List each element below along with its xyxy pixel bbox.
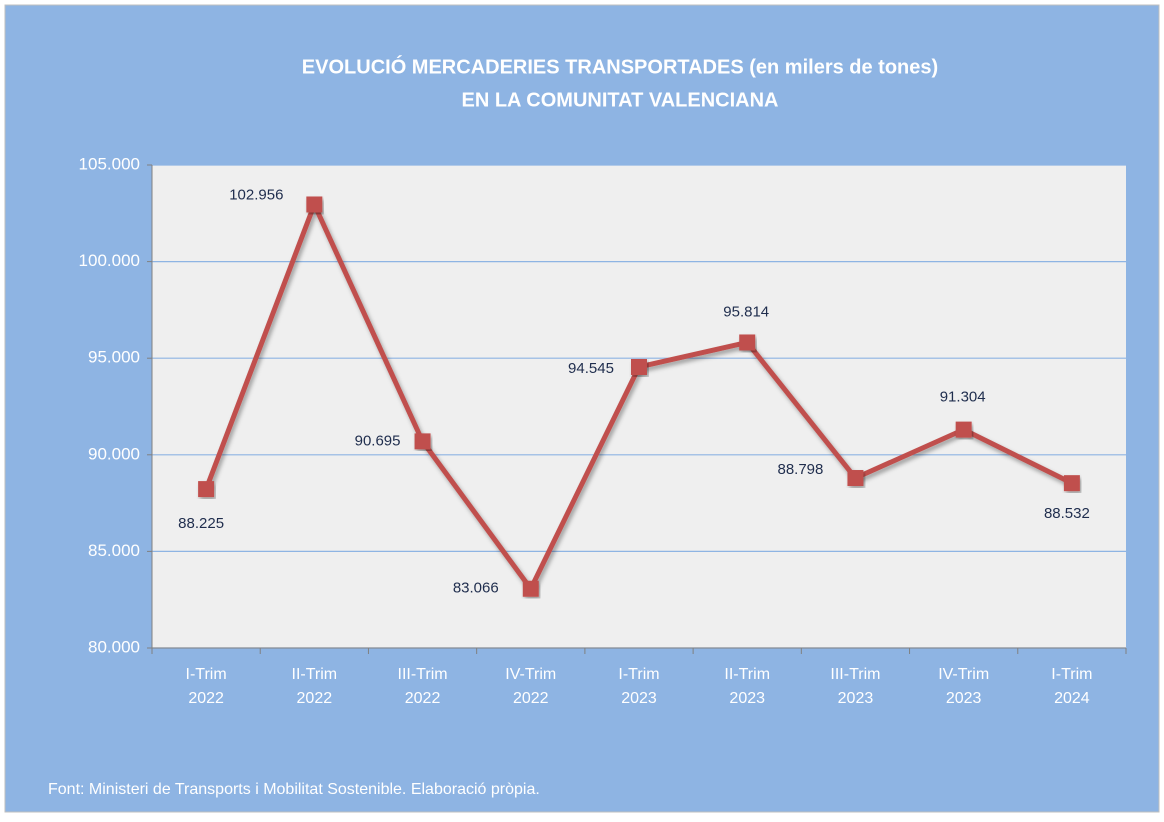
x-tick-label-line: 2022 (405, 690, 441, 707)
data-label: 88.798 (777, 461, 823, 478)
y-tick-label: 100.000 (79, 251, 140, 270)
x-tick-label-line: 2023 (729, 690, 765, 707)
x-tick-label-line: 2023 (838, 690, 874, 707)
x-tick-label: I-Trim 2023 (618, 666, 659, 707)
chart-title: EN LA COMUNITAT VALENCIANA (461, 89, 778, 111)
y-tick-label: 85.000 (88, 541, 140, 560)
y-tick-label: 90.000 (88, 444, 140, 463)
x-tick-label-line: 2024 (1054, 690, 1090, 707)
x-tick-label-line: IV-Trim (938, 666, 989, 683)
x-tick-label: IV-Trim 2023 (938, 666, 989, 707)
y-tick-label: 80.000 (88, 637, 140, 656)
source-note: Font: Ministeri de Transports i Mobilita… (48, 781, 540, 798)
marker (1063, 475, 1080, 492)
x-tick-label: I-Trim 2024 (1051, 666, 1092, 707)
marker (306, 196, 323, 213)
data-label: 90.695 (355, 432, 401, 449)
x-tick-label: III-Trim 2022 (398, 666, 448, 707)
plot-area (152, 165, 1126, 648)
x-tick-label-line: 2023 (621, 690, 657, 707)
chart-title: EVOLUCIÓ MERCADERIES TRANSPORTADES (en m… (302, 54, 938, 78)
data-label: 83.066 (453, 580, 499, 597)
marker (522, 580, 539, 597)
data-label: 102.956 (229, 186, 283, 203)
marker (955, 421, 972, 438)
x-tick-label-line: II-Trim (724, 666, 770, 683)
x-tick-label-line: 2022 (188, 690, 224, 707)
x-tick-label-line: II-Trim (292, 666, 338, 683)
x-tick-label-line: 2022 (513, 690, 549, 707)
x-tick-label-line: 2023 (946, 690, 982, 707)
x-tick-label-line: I-Trim (618, 666, 659, 683)
y-tick-label: 105.000 (79, 154, 140, 173)
x-tick-label: II-Trim 2023 (724, 666, 770, 707)
x-tick-label-line: IV-Trim (505, 666, 556, 683)
marker (847, 470, 864, 487)
x-tick-label: I-Trim 2022 (186, 666, 227, 707)
x-tick-label-line: III-Trim (398, 666, 448, 683)
data-label: 94.545 (568, 360, 614, 377)
x-tick-label: II-Trim 2022 (292, 666, 338, 707)
x-tick-label: III-Trim 2023 (830, 666, 880, 707)
y-tick-label: 95.000 (88, 348, 140, 367)
x-tick-label-line: 2022 (297, 690, 333, 707)
data-label: 95.814 (723, 303, 769, 320)
marker (631, 358, 647, 375)
marker (414, 433, 431, 450)
x-tick-label-line: I-Trim (1051, 666, 1092, 683)
x-tick-label-line: I-Trim (186, 666, 227, 683)
data-label: 88.225 (178, 515, 224, 532)
x-tick-label-line: III-Trim (830, 666, 880, 683)
marker (739, 334, 756, 351)
x-tick-label: IV-Trim 2022 (505, 666, 556, 707)
data-label: 88.532 (1044, 505, 1090, 522)
data-label: 91.304 (940, 389, 986, 406)
marker (198, 481, 215, 498)
